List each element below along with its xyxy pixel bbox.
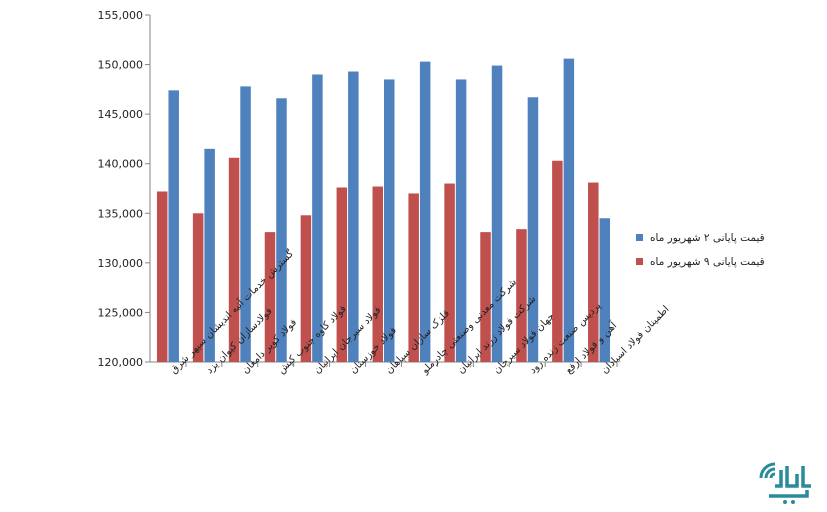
y-tick-label: 120,000 — [98, 356, 144, 369]
bar-series-2 — [228, 157, 240, 362]
bar-series-1 — [599, 218, 611, 362]
bar-series-2 — [300, 215, 312, 362]
bar-series-1 — [563, 58, 575, 362]
y-tick-label: 140,000 — [98, 158, 144, 171]
bar-series-2 — [516, 229, 527, 362]
bar-series-1 — [419, 61, 431, 363]
bar-series-2 — [264, 232, 276, 362]
bar-series-2 — [588, 182, 599, 362]
bar-series-1 — [455, 79, 467, 362]
bar-series-1 — [491, 65, 503, 362]
bar-series-1 — [527, 97, 539, 362]
brand-logo-mark — [759, 462, 811, 504]
bar-series-2 — [336, 187, 348, 362]
bar-series-2 — [192, 213, 204, 362]
chart-bars — [156, 58, 611, 363]
y-tick-label: 145,000 — [98, 108, 144, 121]
chart-axes — [149, 15, 618, 367]
bar-series-2 — [552, 160, 563, 362]
bar-series-1 — [348, 71, 359, 363]
bar-series-2 — [156, 191, 168, 362]
bar-series-1 — [240, 86, 251, 362]
chart-legend: قیمت پایانی ۲ شهریور ماه قیمت پایانی ۹ شه… — [636, 232, 765, 268]
legend-label: قیمت پایانی ۹ شهریور ماه — [650, 256, 765, 268]
x-category-label: اطمینان فولاد اسپادان — [599, 304, 671, 376]
bar-series-1 — [168, 90, 179, 362]
y-tick-label: 130,000 — [98, 257, 144, 270]
bar-series-1 — [276, 98, 287, 362]
bar-series-2 — [372, 186, 383, 362]
y-tick-label: 125,000 — [98, 306, 144, 319]
bar-series-2 — [480, 232, 491, 362]
y-tick-label: 135,000 — [98, 207, 144, 220]
y-tick-label: 155,000 — [98, 9, 144, 22]
legend-label: قیمت پایانی ۲ شهریور ماه — [650, 232, 765, 244]
bar-series-1 — [384, 79, 395, 362]
bar-series-2 — [408, 193, 419, 362]
bar-series-2 — [444, 183, 455, 362]
legend-swatch — [636, 258, 643, 265]
brand-logo — [755, 456, 815, 506]
y-tick-label: 150,000 — [98, 59, 144, 72]
y-axis-ticks: 120,000 125,000 130,000 135,000 140,000 145,0… — [98, 9, 150, 369]
legend-swatch — [636, 234, 643, 241]
bar-series-1 — [204, 148, 215, 362]
bar-series-1 — [312, 74, 323, 362]
